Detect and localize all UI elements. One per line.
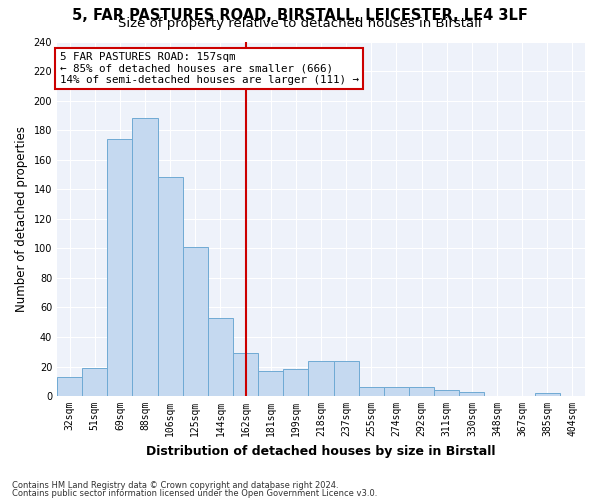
Bar	[459, 392, 484, 396]
Bar	[434, 390, 459, 396]
Bar	[283, 370, 308, 396]
Bar	[535, 393, 560, 396]
Text: 5 FAR PASTURES ROAD: 157sqm
← 85% of detached houses are smaller (666)
14% of se: 5 FAR PASTURES ROAD: 157sqm ← 85% of det…	[59, 52, 359, 85]
Bar	[409, 387, 434, 396]
Text: Contains public sector information licensed under the Open Government Licence v3: Contains public sector information licen…	[12, 488, 377, 498]
Bar	[57, 377, 82, 396]
Bar	[107, 139, 133, 396]
Bar	[82, 368, 107, 396]
Bar	[183, 247, 208, 396]
X-axis label: Distribution of detached houses by size in Birstall: Distribution of detached houses by size …	[146, 444, 496, 458]
Bar	[384, 387, 409, 396]
Y-axis label: Number of detached properties: Number of detached properties	[15, 126, 28, 312]
Text: Contains HM Land Registry data © Crown copyright and database right 2024.: Contains HM Land Registry data © Crown c…	[12, 481, 338, 490]
Bar	[334, 360, 359, 396]
Bar	[359, 387, 384, 396]
Bar	[308, 360, 334, 396]
Text: Size of property relative to detached houses in Birstall: Size of property relative to detached ho…	[118, 18, 482, 30]
Bar	[208, 318, 233, 396]
Text: 5, FAR PASTURES ROAD, BIRSTALL, LEICESTER, LE4 3LF: 5, FAR PASTURES ROAD, BIRSTALL, LEICESTE…	[72, 8, 528, 22]
Bar	[233, 353, 258, 396]
Bar	[158, 178, 183, 396]
Bar	[258, 371, 283, 396]
Bar	[133, 118, 158, 396]
